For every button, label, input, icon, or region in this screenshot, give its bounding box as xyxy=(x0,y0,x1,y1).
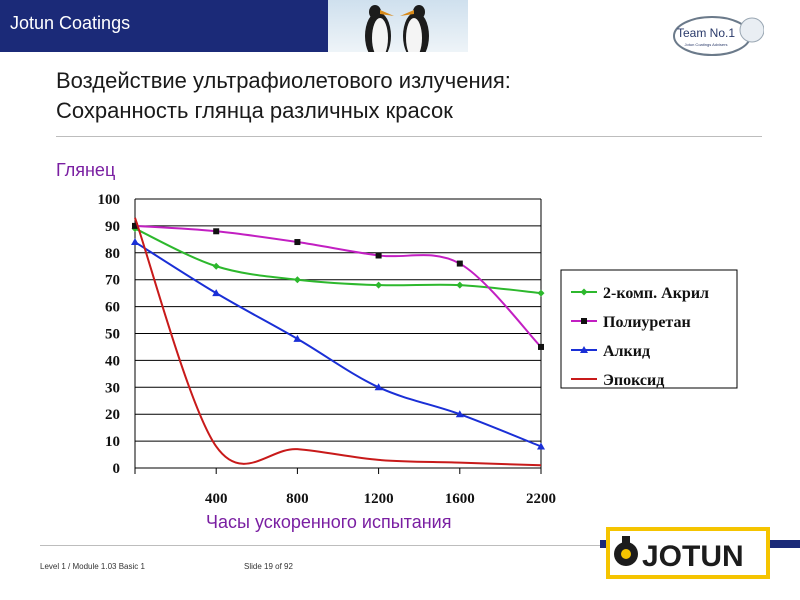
team-no1-badge: Team No.1 Jotun Coatings Advisers xyxy=(672,14,765,58)
data-point-triangle-series xyxy=(374,383,383,391)
y-tick-label: 70 xyxy=(105,273,120,289)
data-point-square-series xyxy=(213,228,220,235)
data-point-diamond-series xyxy=(375,281,383,289)
y-tick-label: 100 xyxy=(98,192,121,208)
y-tick-label: 20 xyxy=(105,407,120,423)
penguin-image xyxy=(328,0,468,52)
data-point-square-series xyxy=(294,239,301,246)
data-point-square-series xyxy=(132,222,138,229)
footer-divider xyxy=(40,545,600,546)
legend-label: Эпоксид xyxy=(603,372,664,389)
data-point-square-series xyxy=(456,260,463,267)
y-tick-label: 10 xyxy=(105,434,120,450)
legend-box xyxy=(560,269,738,389)
brand-bar: Jotun Coatings xyxy=(0,0,328,52)
logo-text: JOTUN xyxy=(642,540,744,573)
series-line-diamond-series xyxy=(134,227,542,295)
title-divider xyxy=(56,136,762,137)
legend-marker xyxy=(580,288,588,296)
brand-title: Jotun Coatings xyxy=(10,13,131,33)
badge-subtitle: Jotun Coatings Advisers xyxy=(685,42,728,47)
y-tick-label: 80 xyxy=(105,246,120,262)
series-line-triangle-series xyxy=(134,241,542,448)
x-axis-label: Часы ускоренного испытания xyxy=(206,512,452,532)
slide-title-line2: Сохранность глянца различных красок xyxy=(56,98,453,123)
legend-label: Алкид xyxy=(603,343,650,360)
y-tick-label: 90 xyxy=(105,219,120,235)
data-point-triangle-series xyxy=(212,289,221,297)
badge-title: Team No.1 xyxy=(677,26,735,40)
penguins-icon xyxy=(365,5,429,52)
data-point-square-series xyxy=(375,252,382,259)
slide-title-line1: Воздействие ультрафиолетового излучения: xyxy=(56,68,511,93)
x-tick-label: 400 xyxy=(205,491,228,507)
y-tick-label: 30 xyxy=(105,380,120,396)
y-tick-label: 0 xyxy=(113,461,121,477)
slide-title: Воздействие ультрафиолетового излучения:… xyxy=(56,66,736,126)
data-point-diamond-series xyxy=(456,281,464,289)
x-tick-label: 2200 xyxy=(526,491,556,507)
data-point-diamond-series xyxy=(537,289,545,297)
legend-marker xyxy=(581,318,587,324)
series-line-none-series xyxy=(134,217,542,467)
y-tick-label: 60 xyxy=(105,300,120,316)
data-point-triangle-series xyxy=(131,238,139,246)
legend-marker xyxy=(580,346,588,353)
data-point-triangle-series xyxy=(537,442,545,450)
legend-label: 2-комп. Акрил xyxy=(603,285,709,302)
y-axis-label: Глянец xyxy=(56,160,116,180)
y-tick-label: 50 xyxy=(105,327,120,343)
x-tick-label: 800 xyxy=(286,491,309,507)
x-tick-label: 1200 xyxy=(364,491,394,507)
footer-slide-number: Slide 19 of 92 xyxy=(244,562,293,571)
x-tick-label: 1600 xyxy=(445,491,475,507)
legend-label: Полиуретан xyxy=(603,314,691,331)
data-point-diamond-series xyxy=(212,262,220,270)
data-point-square-series xyxy=(538,343,544,350)
data-point-diamond-series xyxy=(293,276,301,284)
footer-module-label: Level 1 / Module 1.03 Basic 1 xyxy=(40,562,145,571)
data-point-triangle-series xyxy=(293,334,302,342)
y-tick-label: 40 xyxy=(105,353,120,369)
series-line-square-series xyxy=(134,224,542,348)
jotun-logo: JOTUN xyxy=(606,527,770,579)
data-point-triangle-series xyxy=(455,410,464,418)
